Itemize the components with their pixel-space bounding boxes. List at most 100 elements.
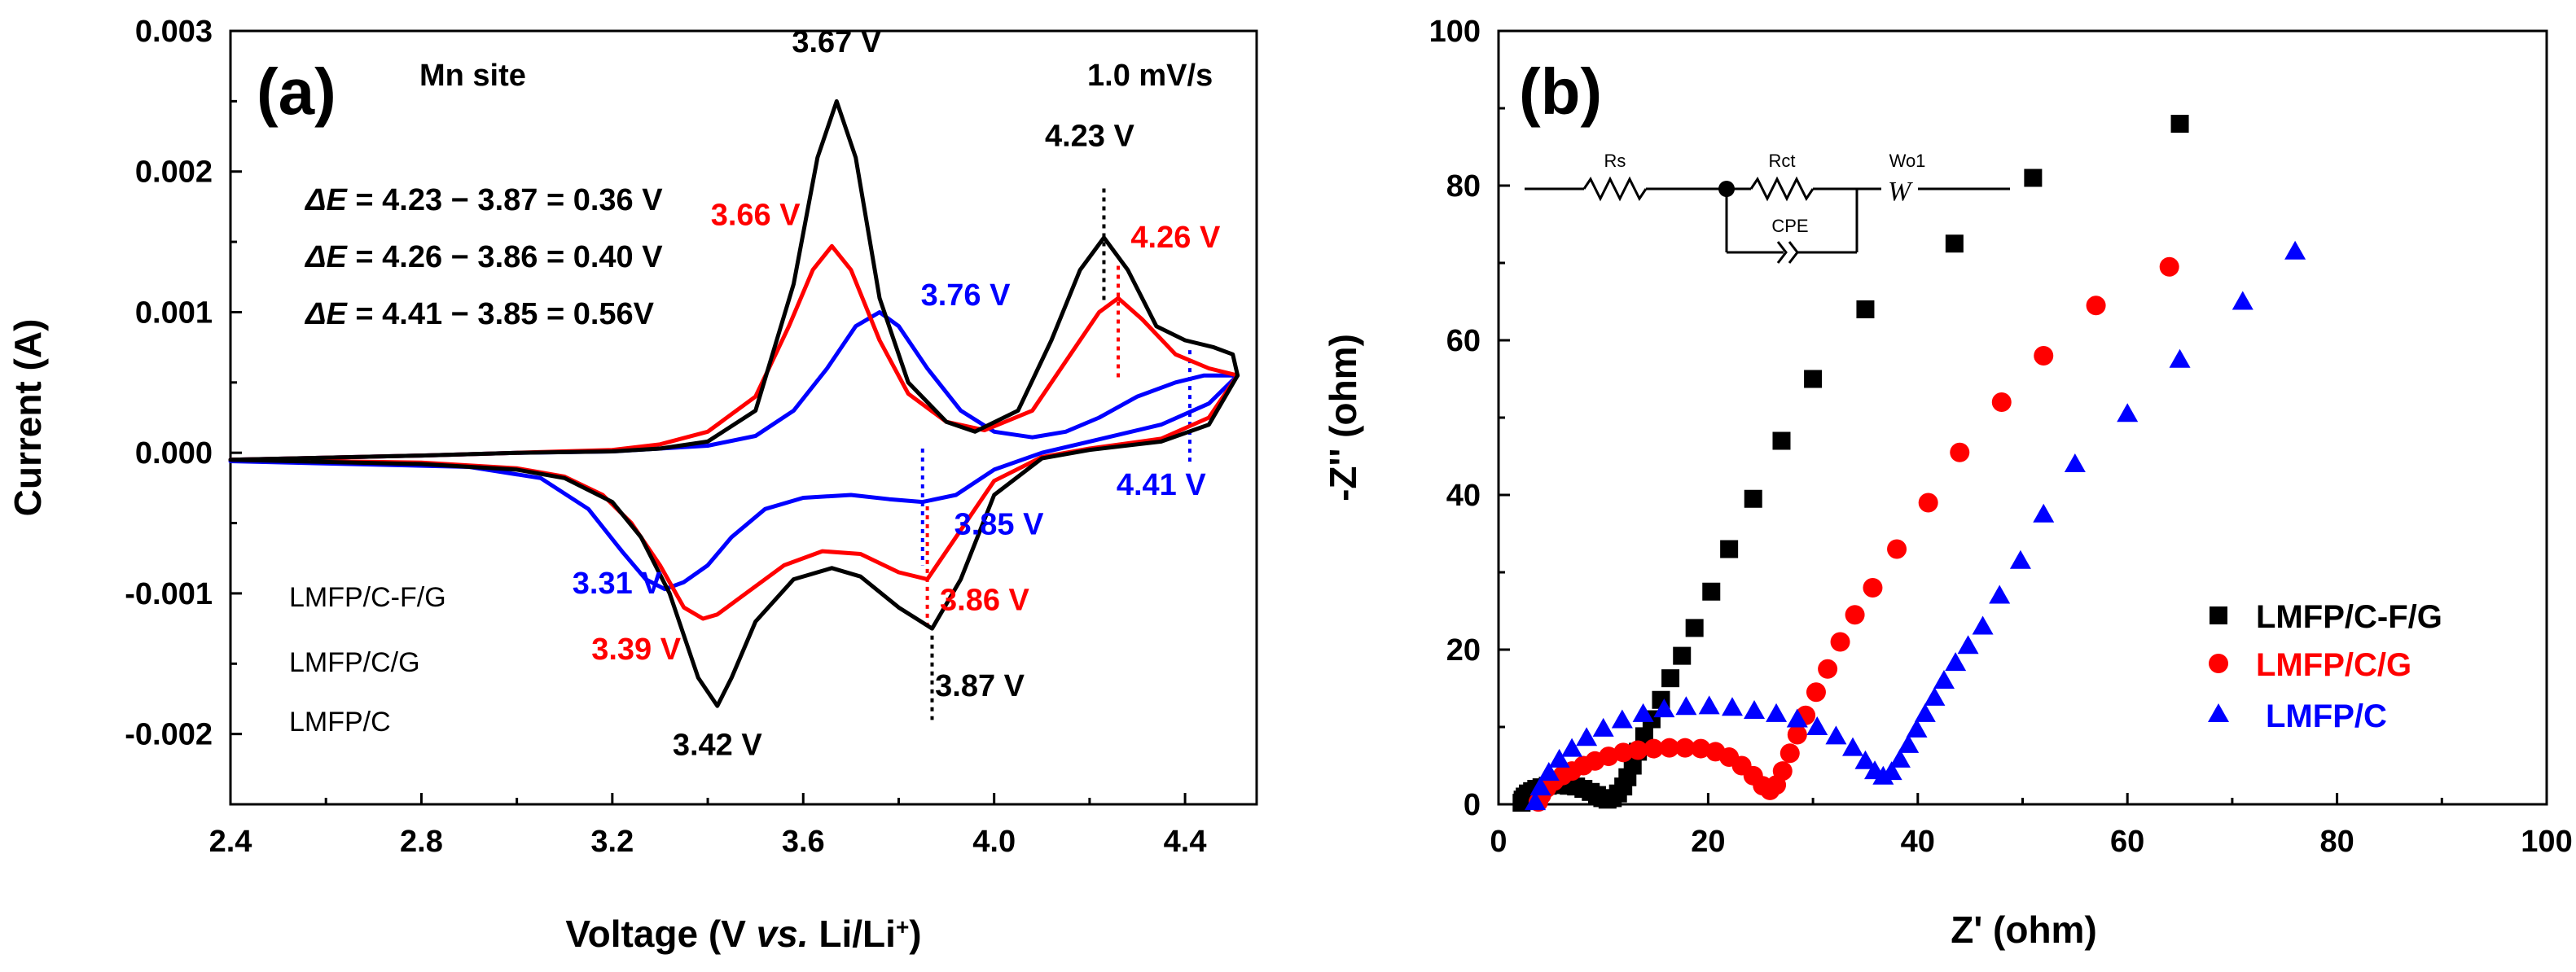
eis-point-lmfp-c-g [1628,740,1648,760]
circuit-warburg-symbol: W [1888,177,1913,207]
eis-point-lmfp-c-g [1659,738,1679,758]
b-y-tick-label: 0 [1464,788,1481,822]
x-label-sup: + [896,914,909,939]
legend-a-lmfp-c-f-g: LMFP/C-F/G [289,582,446,613]
eis-point-lmfp-c-g [1643,738,1664,759]
eis-point-lmfp-c-f-g [1856,300,1875,318]
b-y-tick-label: 80 [1446,169,1481,204]
eis-point-lmfp-c [1880,761,1902,781]
cv-curve-lmfp-c [228,310,1240,592]
b-x-tick-label: 0 [1490,825,1507,859]
eis-point-lmfp-c-f-g [1623,756,1642,775]
circuit-label-rs: Rs [1604,151,1626,171]
x-label-li: Li/Li [809,913,896,955]
eis-point-lmfp-c [1722,697,1744,716]
a-x-tick-label: 3.2 [590,825,634,859]
eis-point-lmfp-c [1806,716,1828,735]
eis-point-lmfp-c [1611,709,1633,729]
eis-point-lmfp-c-f-g [1720,540,1739,558]
panel-b-legend: LMFP/C-F/G LMFP/C/G LMFP/C [2208,599,2442,734]
eis-point-lmfp-c-g [1780,743,1800,764]
eis-point-lmfp-c [1744,700,1766,720]
legend-b-marker-lmfp-c-g [2209,654,2228,673]
eis-point-lmfp-c [1989,585,2011,604]
eis-point-lmfp-c [2064,453,2086,472]
eis-point-lmfp-c-g [2086,296,2106,316]
b-x-tick-label: 40 [1901,825,1935,859]
panel-b-data-points [1512,115,2306,812]
a-y-tick-label: -0.002 [125,718,213,752]
eis-point-lmfp-c-g [1887,539,1907,559]
eis-point-lmfp-c-g [1772,761,1793,782]
b-y-tick-label: 100 [1429,15,1481,49]
panel-a-x-axis-label: Voltage (V vs. Li/Li+) [565,913,921,955]
eis-point-lmfp-c-f-g [1702,582,1721,601]
legend-b-marker-lmfp-c [2208,703,2229,722]
a-x-tick-label: 2.8 [400,825,443,859]
peak-label-4-26-v-ff0000: 4.26 V [1130,221,1221,255]
eis-point-lmfp-c [1561,738,1583,757]
b-y-tick-label: 20 [1446,633,1481,668]
eis-point-lmfp-c-g [1691,738,1711,759]
b-x-tick-label: 80 [2319,825,2354,859]
eis-point-lmfp-c [2232,291,2253,310]
eis-point-lmfp-c [1548,748,1570,768]
peak-label-4-41-v-0000ff: 4.41 V [1117,468,1207,502]
eis-point-lmfp-c [1653,698,1675,718]
panel-a-peak-markers [920,188,1191,720]
eis-point-lmfp-c-f-g [1744,489,1762,508]
delta-e-red-symbol: ΔE [304,240,349,274]
a-y-tick-label: -0.001 [125,577,213,611]
delta-e-blue-text: = 4.41 − 3.85 = 0.56V [347,297,655,331]
eis-point-lmfp-c [1698,695,1720,715]
eis-series-lmfp-c [1525,240,2306,811]
b-x-tick-label: 60 [2110,825,2144,859]
eis-point-lmfp-c-f-g [1804,370,1823,388]
peak-label-3-31-v-0000ff: 3.31 V [573,567,663,601]
eis-point-lmfp-c [2284,240,2306,260]
panel-a-title: Mn site [419,59,526,93]
panel-a-y-axis-label: Current (A) [7,319,49,517]
eis-point-lmfp-c-f-g [2024,169,2043,187]
legend-a-lmfp-c: LMFP/C [289,707,391,738]
panel-b-label: (b) [1519,55,1602,128]
delta-e-black-symbol: ΔE [304,183,349,217]
eis-point-lmfp-c [1576,727,1598,747]
eis-point-lmfp-c [1906,718,1928,738]
eis-point-lmfp-c-f-g [1661,669,1680,688]
peak-label-3-66-v-ff0000: 3.66 V [711,198,801,232]
panel-a-scan-rate: 1.0 mV/s [1087,59,1213,93]
eis-point-lmfp-c-f-g [2170,115,2189,133]
eis-point-lmfp-c [1786,708,1808,728]
eis-point-lmfp-c [1945,652,1967,672]
b-y-tick-label: 60 [1446,324,1481,358]
cv-curve-lmfp-c-f-g [228,99,1240,708]
b-x-tick-label: 20 [1691,825,1725,859]
a-x-tick-label: 4.4 [1164,825,1207,859]
panel-a-label: (a) [257,55,336,128]
peak-label-3-76-v-0000ff: 3.76 V [921,278,1012,313]
panel-a-plot-frame [229,29,1258,806]
eis-point-lmfp-c-g [1950,442,1970,462]
eis-point-lmfp-c [1972,615,1994,635]
eis-point-lmfp-c [1842,737,1864,756]
delta-e-red: ΔE = 4.26 − 3.86 = 0.40 V [304,240,663,274]
a-y-tick-label: 0.003 [135,15,213,49]
peak-label-4-23-v-000000: 4.23 V [1045,120,1135,154]
a-x-tick-label: 2.4 [209,825,252,859]
delta-e-red-text: = 4.26 − 3.86 = 0.40 V [347,240,663,274]
circuit-label-rct: Rct [1769,151,1796,171]
peak-label-3-42-v-000000: 3.42 V [673,729,763,763]
a-x-tick-label: 4.0 [972,825,1016,859]
peak-label-3-87-v-000000: 3.87 V [935,669,1025,703]
eis-point-lmfp-c [1854,750,1876,769]
panel-b-x-axis-label: Z' (ohm) [1951,909,2097,951]
eis-point-lmfp-c-g [1863,578,1883,598]
a-y-tick-label: 0.000 [135,436,213,471]
eis-point-lmfp-c [2169,348,2191,368]
peak-label-3-85-v-0000ff: 3.85 V [954,507,1045,541]
eis-point-lmfp-c [1675,696,1697,716]
circuit-resistor-rct [1749,176,1815,202]
